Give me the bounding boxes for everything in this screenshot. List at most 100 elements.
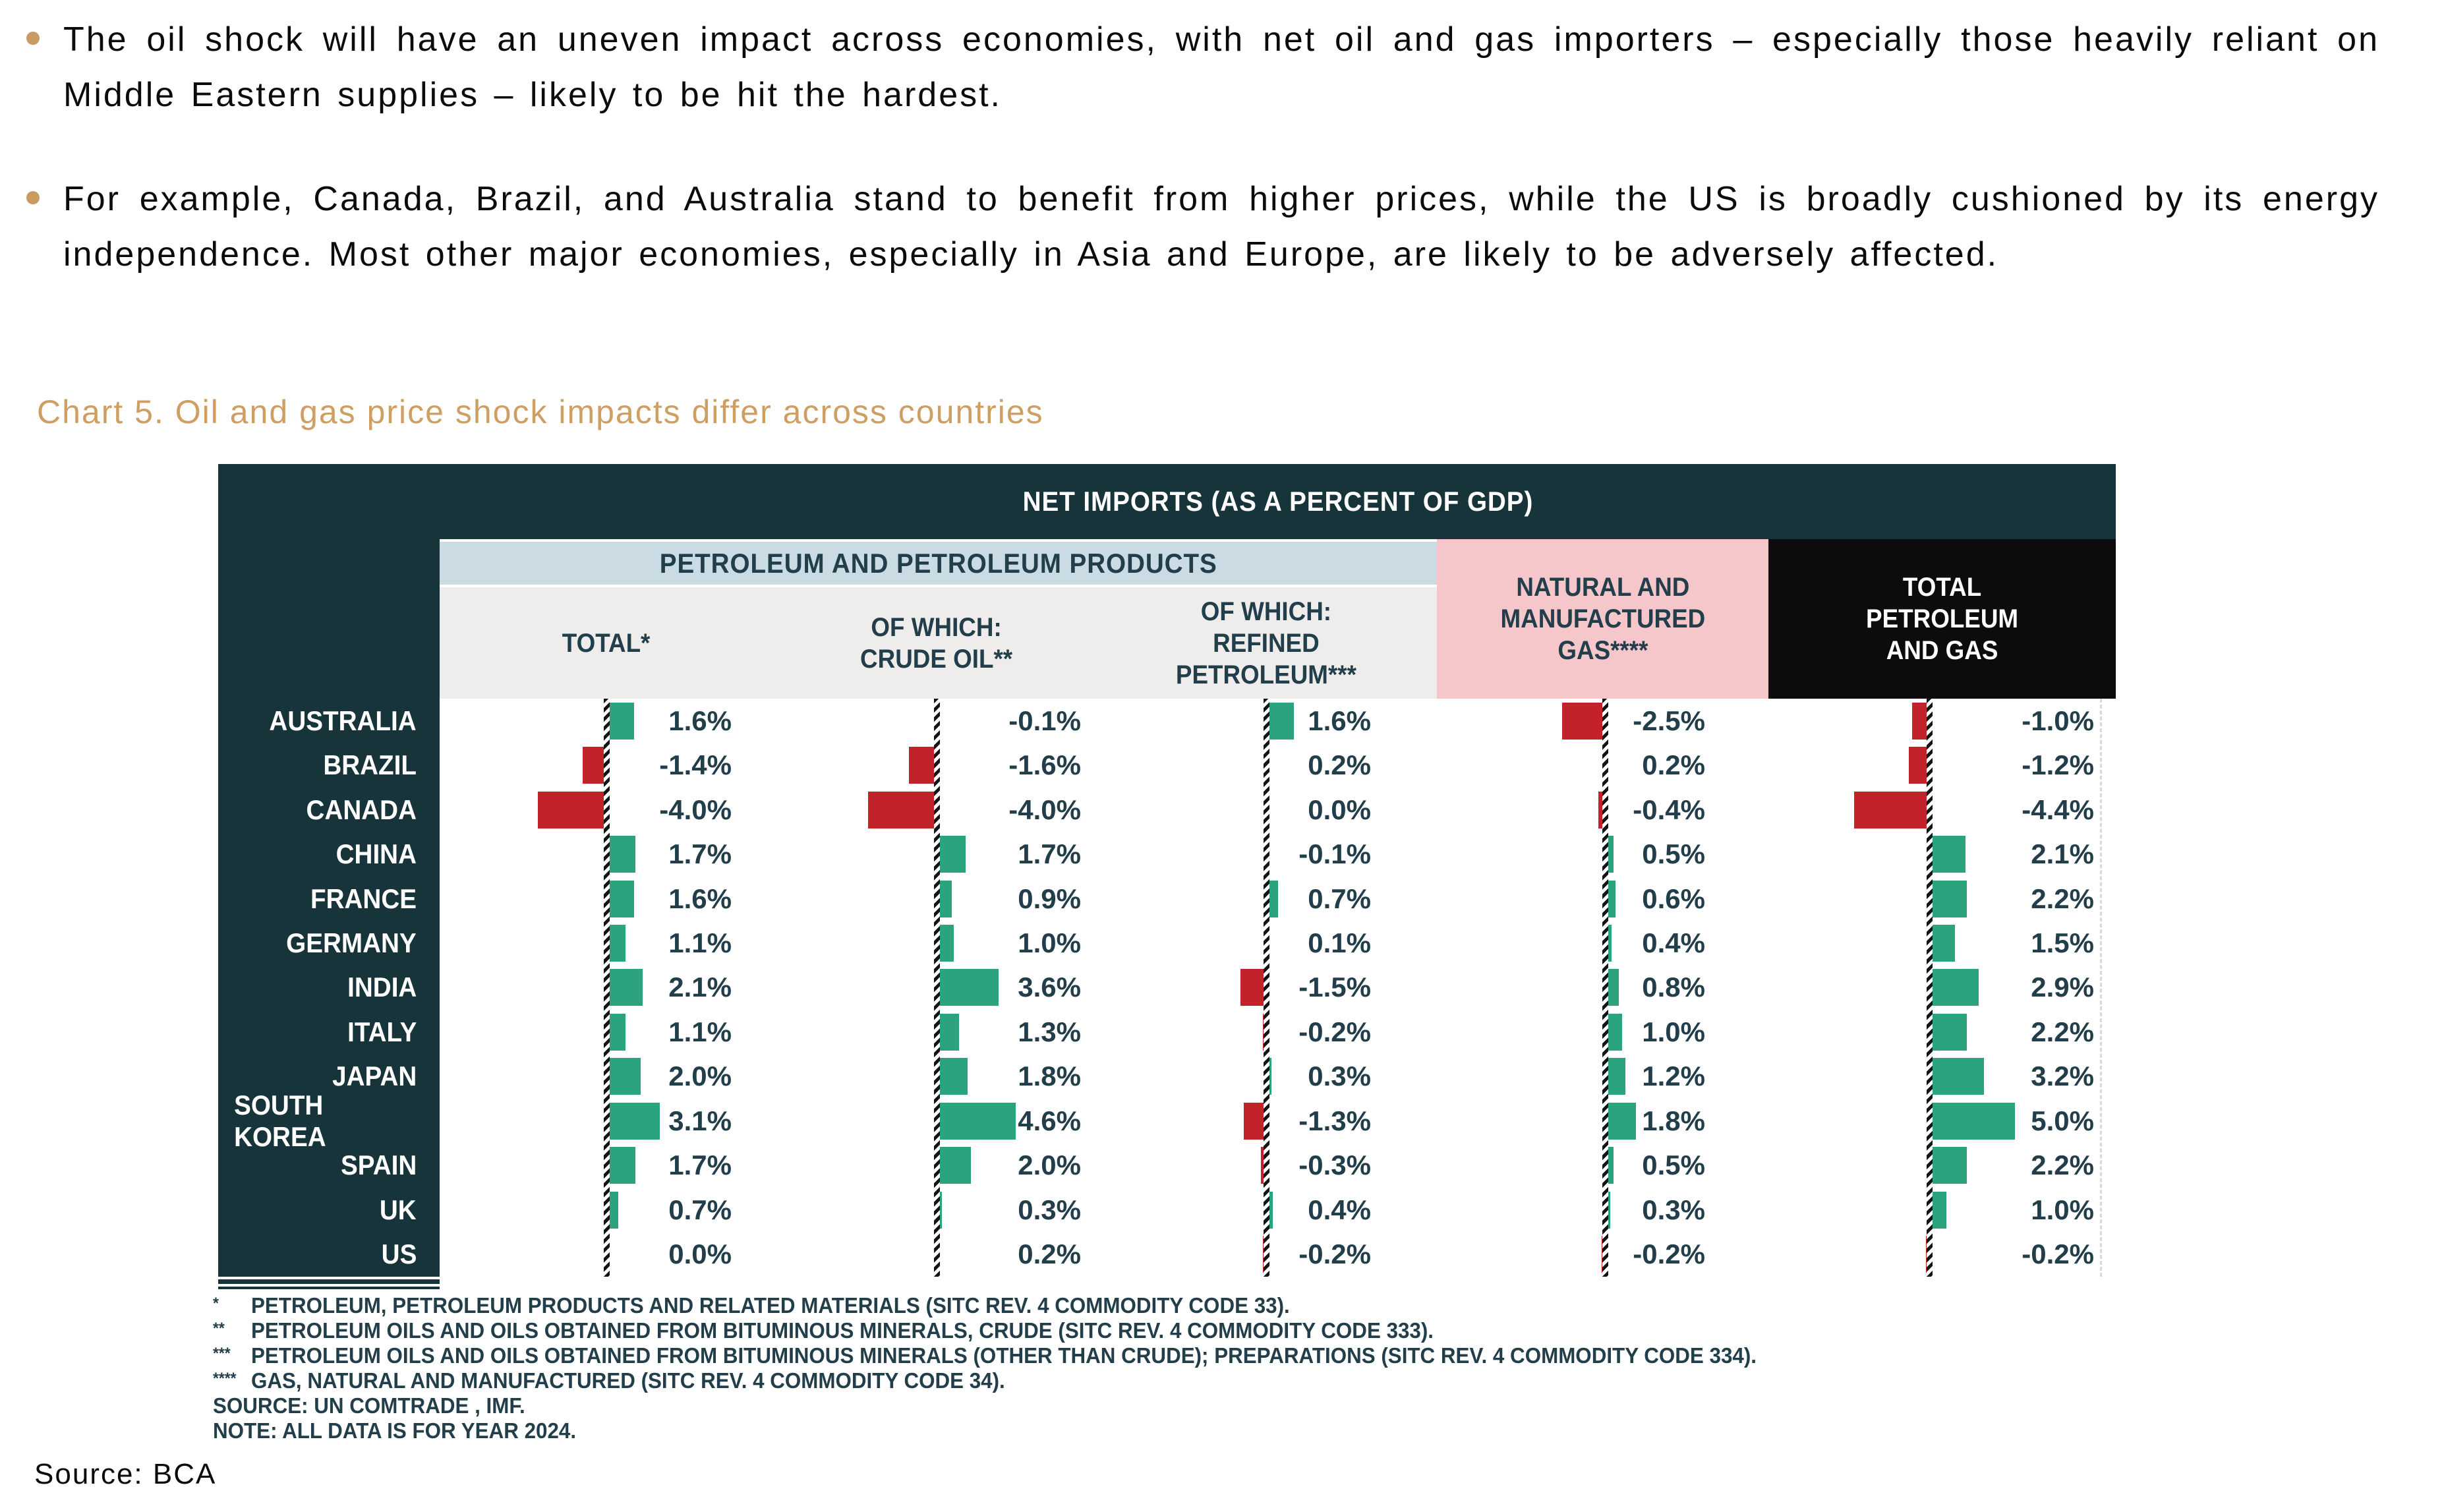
country-label-germany: GERMANY [218, 921, 417, 965]
bullet-icon [26, 191, 40, 204]
country-label-spain: SPAIN [218, 1144, 417, 1188]
country-label-japan: JAPAN [218, 1055, 417, 1099]
country-label-text: SOUTH KOREA [234, 1089, 326, 1152]
value-spain-refined: -0.3% [1298, 1149, 1371, 1181]
footnote-line: *** PETROLEUM OILS AND OILS OBTAINED FRO… [213, 1343, 2289, 1368]
value-south-korea-total: 3.1% [668, 1105, 732, 1136]
bar-india-crude [933, 969, 999, 1006]
country-label-china: CHINA [218, 832, 417, 876]
bar-japan-total_pg [1926, 1058, 1985, 1095]
footnote-line: * PETROLEUM, PETROLEUM PRODUCTS AND RELA… [213, 1293, 2289, 1318]
value-australia-total_pg: -1.0% [2022, 705, 2094, 736]
column-header-refined-petroleum: OF WHICH: REFINED PETROLEUM*** [1095, 587, 1438, 699]
bullet-list: The oil shock will have an uneven impact… [26, 12, 2379, 331]
footnote-source-line: SOURCE: UN COMTRADE , IMF. [213, 1393, 2289, 1418]
value-france-gas: 0.6% [1642, 883, 1705, 914]
country-column-background [218, 464, 440, 1277]
value-france-total_pg: 2.2% [2031, 883, 2094, 914]
column-header-crude-oil: OF WHICH: CRUDE OIL** [765, 587, 1108, 699]
value-india-crude: 3.6% [1018, 972, 1081, 1003]
bar-spain-total_pg [1926, 1147, 1967, 1184]
bar-south-korea-crude [933, 1102, 1016, 1140]
chart-main-header-text: NET IMPORTS (AS A PERCENT OF GDP) [1022, 486, 1533, 517]
footnote-marker: * [213, 1294, 219, 1312]
country-label-text: SPAIN [340, 1149, 417, 1181]
bar-south-korea-total [603, 1102, 660, 1140]
zero-line-total [603, 699, 610, 1277]
value-italy-crude: 1.3% [1018, 1016, 1081, 1047]
value-south-korea-gas: 1.8% [1642, 1105, 1705, 1136]
country-label-text: AUSTRALIA [269, 705, 417, 736]
bar-india-total_pg [1926, 969, 1979, 1006]
value-germany-total: 1.1% [668, 927, 732, 959]
value-italy-gas: 1.0% [1642, 1016, 1705, 1047]
bullet-item: For example, Canada, Brazil, and Austral… [26, 171, 2379, 282]
value-us-crude: 0.2% [1018, 1238, 1081, 1270]
value-us-gas: -0.2% [1633, 1238, 1705, 1270]
net-imports-chart: NET IMPORTS (AS A PERCENT OF GDP) PETROL… [218, 464, 2116, 1294]
value-uk-crude: 0.3% [1018, 1194, 1081, 1225]
value-us-total_pg: -0.2% [2022, 1238, 2094, 1270]
zero-line-crude [933, 699, 940, 1277]
value-france-refined: 0.7% [1308, 883, 1371, 914]
chart-right-boundary-line [2100, 699, 2102, 1277]
value-india-gas: 0.8% [1642, 972, 1705, 1003]
country-label-text: CANADA [306, 794, 417, 825]
value-canada-gas: -0.4% [1633, 794, 1705, 825]
column-header-refined-petroleum-text: OF WHICH: REFINED PETROLEUM*** [1176, 596, 1356, 689]
bar-canada-crude [868, 791, 940, 829]
footnote-note-line: NOTE: ALL DATA IS FOR YEAR 2024. [213, 1418, 2289, 1443]
value-italy-total: 1.1% [668, 1016, 732, 1047]
country-label-uk: UK [218, 1188, 417, 1232]
petroleum-group-header-text: PETROLEUM AND PETROLEUM PRODUCTS [659, 547, 1217, 579]
footnote-marker: ** [213, 1320, 225, 1337]
value-canada-crude: -4.0% [1008, 794, 1081, 825]
bullet-text: The oil shock will have an uneven impact… [63, 20, 2379, 114]
value-australia-crude: -0.1% [1008, 705, 1081, 736]
zero-line-total_pg [1926, 699, 1933, 1277]
country-label-us: US [218, 1233, 417, 1277]
value-brazil-total_pg: -1.2% [2022, 749, 2094, 781]
country-label-text: CHINA [335, 838, 417, 870]
country-label-text: UK [380, 1194, 417, 1225]
value-france-total: 1.6% [668, 883, 732, 914]
footnote-text: PETROLEUM OILS AND OILS OBTAINED FROM BI… [251, 1343, 1757, 1368]
value-china-refined: -0.1% [1298, 838, 1371, 870]
column-header-total-text: TOTAL* [562, 628, 651, 658]
country-label-text: JAPAN [332, 1061, 417, 1092]
value-us-refined: -0.2% [1298, 1238, 1371, 1270]
column-header-natural-gas-text: NATURAL AND MANUFACTURED GAS**** [1500, 573, 1705, 665]
country-label-australia: AUSTRALIA [218, 699, 417, 743]
bar-japan-total [603, 1058, 641, 1095]
column-header-total-petroleum-gas: TOTAL PETROLEUM AND GAS [1768, 539, 2116, 699]
country-label-italy: ITALY [218, 1010, 417, 1054]
footnote-text: PETROLEUM, PETROLEUM PRODUCTS AND RELATE… [251, 1293, 1290, 1318]
value-south-korea-refined: -1.3% [1298, 1105, 1371, 1136]
footnote-text: GAS, NATURAL AND MANUFACTURED (SITC REV.… [251, 1368, 1005, 1393]
value-germany-total_pg: 1.5% [2031, 927, 2094, 959]
footnote-marker: *** [213, 1345, 231, 1362]
value-brazil-crude: -1.6% [1008, 749, 1081, 781]
value-india-total: 2.1% [668, 972, 732, 1003]
source-line: Source: BCA [34, 1458, 217, 1490]
footnote-text: NOTE: ALL DATA IS FOR YEAR 2024. [213, 1418, 577, 1443]
country-label-text: INDIA [347, 972, 417, 1003]
chart-footnotes: * PETROLEUM, PETROLEUM PRODUCTS AND RELA… [213, 1293, 2289, 1443]
value-japan-refined: 0.3% [1308, 1061, 1371, 1092]
table-bottom-rule [218, 1279, 440, 1284]
bar-canada-total [538, 791, 610, 829]
chart-title: Chart 5. Oil and gas price shock impacts… [37, 393, 1044, 430]
column-header-total-petroleum-gas-text: TOTAL PETROLEUM AND GAS [1865, 573, 2019, 665]
footnote-line: **** GAS, NATURAL AND MANUFACTURED (SITC… [213, 1368, 2289, 1393]
value-spain-gas: 0.5% [1642, 1149, 1705, 1181]
bar-china-total_pg [1926, 836, 1966, 873]
value-china-total: 1.7% [668, 838, 732, 870]
footnote-line: ** PETROLEUM OILS AND OILS OBTAINED FROM… [213, 1318, 2289, 1343]
value-japan-gas: 1.2% [1642, 1061, 1705, 1092]
country-label-india: INDIA [218, 966, 417, 1010]
value-south-korea-crude: 4.6% [1018, 1105, 1081, 1136]
petroleum-group-header: PETROLEUM AND PETROLEUM PRODUCTS [440, 542, 1437, 585]
country-label-south-korea: SOUTH KOREA [218, 1090, 417, 1152]
country-label-text: BRAZIL [323, 749, 417, 781]
value-brazil-gas: 0.2% [1642, 749, 1705, 781]
